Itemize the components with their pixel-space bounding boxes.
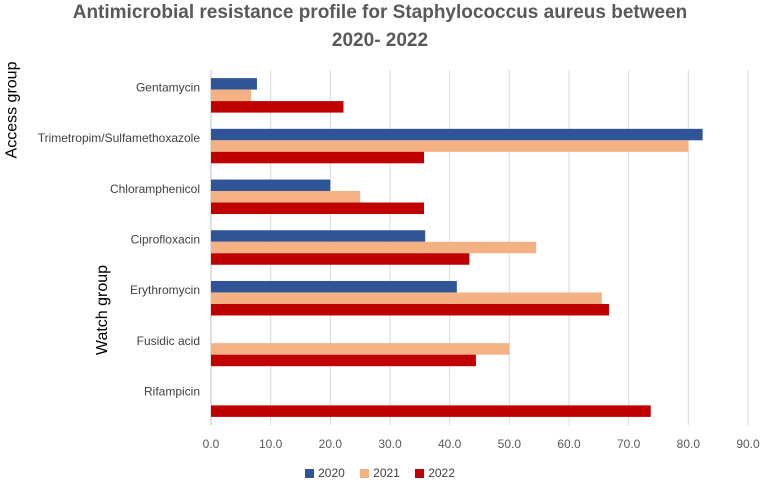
chart-title-line-2: 2020- 2022 [331,30,429,51]
legend: 2020 2021 2022 [0,466,760,481]
x-tick-label: 50.0 [498,437,522,451]
x-tick-label: 30.0 [378,437,402,451]
legend-item-2020: 2020 [305,466,345,480]
bar-2021-gentamycin [211,89,251,102]
x-tick-label: 10.0 [259,437,283,451]
bar-2022-fusidic-acid [211,354,476,367]
legend-item-2021: 2021 [360,466,400,480]
legend-label-2021: 2021 [373,466,400,480]
bar-2022-gentamycin [211,101,344,113]
bar-2022-chloramphenicol [211,202,425,215]
legend-label-2022: 2022 [428,466,455,480]
bar-2022-trimetropim-sulfamethoxazole [211,151,425,164]
legend-swatch-2021 [360,468,370,478]
legend-item-2022: 2022 [415,466,455,480]
bar-2021-fusidic-acid [211,343,510,355]
x-tick-label: 0.0 [203,437,220,451]
x-tick-label: 80.0 [677,437,701,451]
category-label: Chloramphenicol [110,182,200,196]
bar-2022-ciprofloxacin [211,253,470,265]
bar-2020-chloramphenicol [211,179,331,192]
category-label: Rifampicin [144,385,200,399]
bar-2020-gentamycin [211,78,257,90]
category-label: Erythromycin [130,283,200,297]
bar-2020-erythromycin [211,280,457,293]
bar-2020-trimetropim-sulfamethoxazole [211,128,703,141]
category-label: Ciprofloxacin [131,233,200,247]
bar-2021-chloramphenicol [211,191,361,203]
category-label: Trimetropim/Sulfamethoxazole [38,131,201,145]
bar-2021-ciprofloxacin [211,241,537,254]
bar-2022-erythromycin [211,303,609,316]
legend-label-2020: 2020 [318,466,345,480]
x-tick-label: 40.0 [438,437,462,451]
category-label: Gentamycin [136,80,200,94]
bar-2021-erythromycin [211,292,602,304]
x-tick-label: 20.0 [319,437,343,451]
x-tick-label: 70.0 [617,437,641,451]
bar-2021-trimetropim-sulfamethoxazole [211,140,689,152]
x-tick-label: 60.0 [557,437,581,451]
legend-swatch-2022 [415,468,425,478]
category-label: Fusidic acid [137,334,200,348]
legend-swatch-2020 [305,468,315,478]
x-tick-label: 90.0 [736,437,760,451]
bar-2022-rifampicin [211,405,651,417]
chart-title-line-1: Antimicrobial resistance profile for Sta… [72,2,688,23]
bar-2020-ciprofloxacin [211,230,426,242]
